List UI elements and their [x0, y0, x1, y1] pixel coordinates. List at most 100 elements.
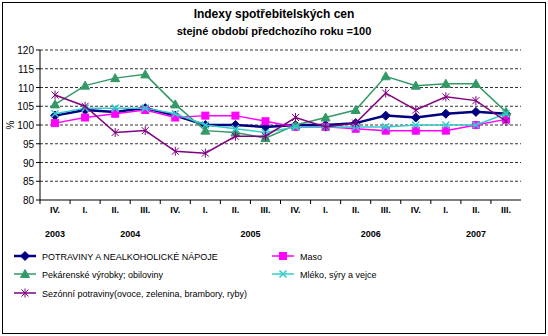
- x-tick-label: III.: [501, 205, 511, 215]
- legend-label: POTRAVINY A NEALKOHOLICKÉ NÁPOJE: [42, 252, 218, 262]
- data-point: [381, 111, 390, 120]
- x-tick-label: III.: [381, 205, 391, 215]
- x-tick-label: I.: [203, 205, 208, 215]
- data-point: [472, 122, 479, 129]
- y-tick: [36, 200, 40, 201]
- y-tick: [36, 181, 40, 182]
- grid-line: [40, 162, 521, 163]
- x-tick-label: II.: [352, 205, 360, 215]
- y-tick-label: 120: [17, 45, 34, 56]
- data-point: [351, 106, 360, 114]
- x-tick-label: I.: [323, 205, 328, 215]
- year-label: 2006: [361, 229, 381, 239]
- y-tick: [36, 143, 40, 144]
- x-tick-label: IV.: [50, 205, 60, 215]
- grid-line: [40, 68, 521, 69]
- data-point: [142, 105, 149, 112]
- data-point: [112, 105, 119, 112]
- x-tick: [430, 200, 431, 204]
- data-point: [142, 126, 149, 135]
- y-tick: [36, 162, 40, 163]
- grid-line: [40, 50, 521, 51]
- x-tick: [70, 200, 71, 204]
- data-point: [111, 74, 120, 82]
- x-tick-label: III.: [260, 205, 270, 215]
- data-point: [52, 120, 59, 127]
- data-point: [82, 114, 89, 121]
- data-point: [292, 113, 299, 122]
- legend: POTRAVINY A NEALKOHOLICKÉ NÁPOJEMasoPeká…: [14, 252, 377, 299]
- data-point: [442, 92, 449, 101]
- data-point: [262, 132, 269, 141]
- y-tick-label: 110: [18, 83, 34, 94]
- year-label: 2003: [45, 229, 65, 239]
- data-point: [171, 100, 180, 108]
- y-tick-label: 80: [23, 195, 35, 206]
- data-point: [321, 113, 330, 121]
- x-tick: [40, 200, 41, 204]
- legend-marker: [280, 271, 287, 278]
- y-tick-label: 90: [23, 158, 35, 169]
- x-tick-label: II.: [472, 205, 480, 215]
- x-tick: [100, 200, 101, 204]
- y-tick: [36, 87, 40, 88]
- y-axis-label: %: [5, 120, 16, 129]
- data-point: [502, 117, 509, 126]
- data-point: [441, 109, 450, 118]
- data-point: [352, 119, 359, 128]
- data-point: [382, 89, 389, 98]
- y-tick: [36, 125, 40, 126]
- data-point: [51, 100, 60, 108]
- data-point: [262, 118, 269, 125]
- y-tick-label: 115: [18, 64, 34, 75]
- data-point: [202, 112, 209, 119]
- data-point: [172, 147, 179, 156]
- x-tick: [160, 200, 161, 204]
- year-label: 2004: [120, 229, 140, 239]
- legend-label: Sezónní potraviny(ovoce, zelenina, bramb…: [42, 289, 247, 299]
- x-tick-label: IV.: [170, 205, 180, 215]
- x-tick: [460, 200, 461, 204]
- data-point: [441, 79, 450, 87]
- chart-frame: [3, 3, 546, 334]
- subtitle: stejné období předchozího roku =100: [177, 25, 372, 37]
- year-label: 2005: [240, 229, 260, 239]
- y-tick: [36, 68, 40, 69]
- data-point: [112, 128, 119, 137]
- x-tick: [250, 200, 251, 204]
- title: Indexy spotřebitelských cen: [194, 7, 355, 21]
- y-tick: [36, 50, 40, 51]
- data-point: [442, 122, 449, 129]
- data-point: [52, 110, 59, 117]
- x-tick-label: IV.: [411, 205, 421, 215]
- x-tick-label: I.: [83, 205, 88, 215]
- x-tick: [340, 200, 341, 204]
- y-tick-label: 95: [23, 139, 35, 150]
- legend-label: Pekárenské výrobky; obiloviny: [42, 270, 164, 280]
- data-point: [381, 72, 390, 80]
- series-line: [55, 93, 506, 153]
- data-point: [382, 123, 389, 130]
- data-point: [232, 112, 239, 119]
- x-tick: [190, 200, 191, 204]
- legend-marker: [21, 270, 30, 278]
- data-point: [52, 91, 59, 100]
- legend-label: Mléko, sýry a vejce: [300, 270, 377, 280]
- data-point: [412, 106, 419, 115]
- data-point: [81, 81, 90, 89]
- grid-line: [40, 143, 521, 144]
- x-tick-label: III.: [140, 205, 150, 215]
- y-tick-label: 85: [23, 176, 35, 187]
- plot-area: [51, 70, 511, 158]
- x-tick-label: II.: [111, 205, 119, 215]
- data-point: [141, 70, 150, 78]
- legend-marker: [22, 289, 29, 298]
- data-point: [172, 110, 179, 117]
- legend-marker: [280, 253, 287, 260]
- grid-line: [40, 181, 521, 182]
- data-point: [202, 122, 209, 129]
- data-point: [232, 132, 239, 141]
- data-point: [202, 149, 209, 158]
- x-tick-label: IV.: [290, 205, 300, 215]
- legend-marker: [21, 252, 30, 261]
